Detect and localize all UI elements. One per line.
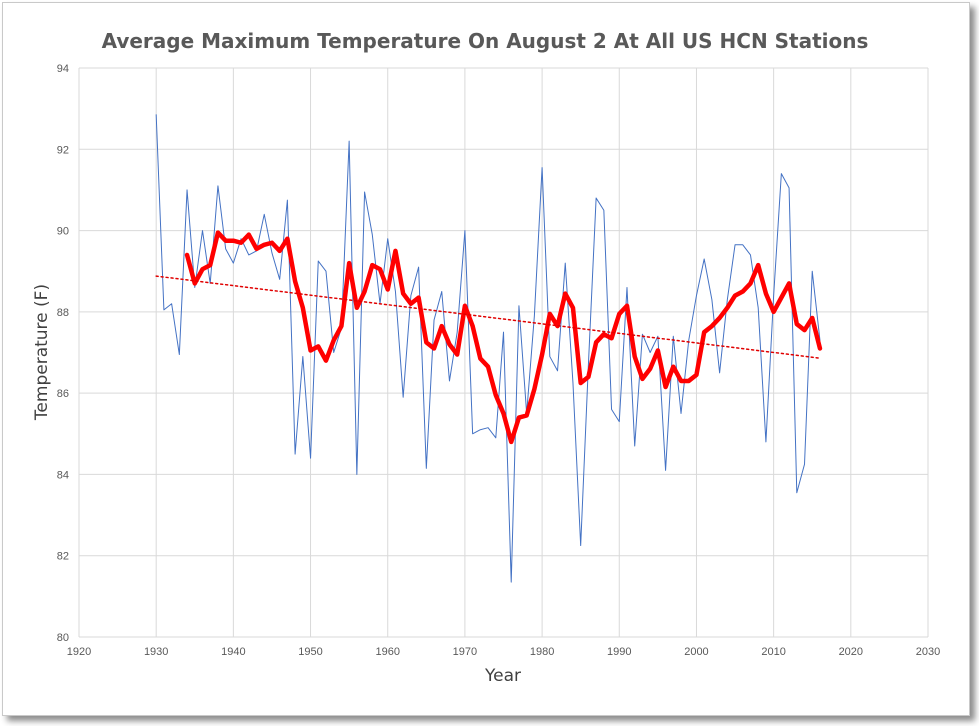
y-tick-label: 86	[57, 388, 69, 400]
tick-labels: 80 82 84 86 88 90 92 94 1920 1930 1940 1950 1960 1970…	[57, 63, 940, 658]
x-tick-label: 1960	[375, 646, 399, 658]
x-tick-label: 1940	[221, 646, 245, 658]
chart-title: Average Maximum Temperature On August 2 …	[102, 29, 869, 53]
y-axis-title: Temperature (F)	[32, 284, 52, 421]
y-tick-label: 90	[57, 226, 69, 238]
x-tick-label: 2030	[916, 646, 940, 658]
x-tick-label: 2020	[839, 646, 863, 658]
series-layer	[155, 114, 823, 583]
y-tick-label: 84	[57, 469, 69, 481]
x-axis-title: Year	[484, 666, 521, 686]
y-tick-label: 80	[57, 632, 69, 644]
y-tick-label: 88	[57, 307, 69, 319]
x-tick-label: 2000	[684, 646, 708, 658]
x-tick-label: 1950	[298, 646, 322, 658]
moving-average-line	[184, 230, 823, 445]
grid	[78, 67, 929, 638]
x-tick-label: 1980	[530, 646, 554, 658]
annual-temperature-line	[155, 114, 821, 583]
trend-line	[155, 275, 821, 359]
x-tick-label: 2010	[761, 646, 785, 658]
y-tick-label: 82	[57, 551, 69, 563]
x-tick-label: 1970	[453, 646, 477, 658]
y-tick-label: 94	[57, 63, 69, 75]
x-tick-label: 1920	[67, 646, 91, 658]
y-tick-label: 92	[57, 144, 69, 156]
x-tick-label: 1990	[607, 646, 631, 658]
x-tick-label: 1930	[144, 646, 168, 658]
